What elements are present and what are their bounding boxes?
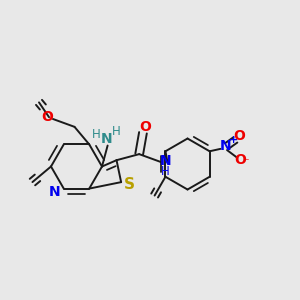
Text: N: N: [159, 154, 171, 168]
Text: O: O: [42, 110, 53, 124]
Text: +: +: [228, 135, 238, 145]
Text: H: H: [92, 128, 100, 141]
Text: N: N: [48, 184, 60, 199]
Text: O: O: [233, 129, 245, 143]
Text: O: O: [234, 153, 246, 167]
Text: H: H: [161, 165, 170, 178]
Text: O: O: [139, 120, 151, 134]
Text: H: H: [112, 125, 120, 138]
Text: S: S: [124, 177, 135, 192]
Text: N: N: [220, 140, 231, 154]
Text: ⁻: ⁻: [242, 156, 249, 169]
Text: N: N: [100, 132, 112, 146]
